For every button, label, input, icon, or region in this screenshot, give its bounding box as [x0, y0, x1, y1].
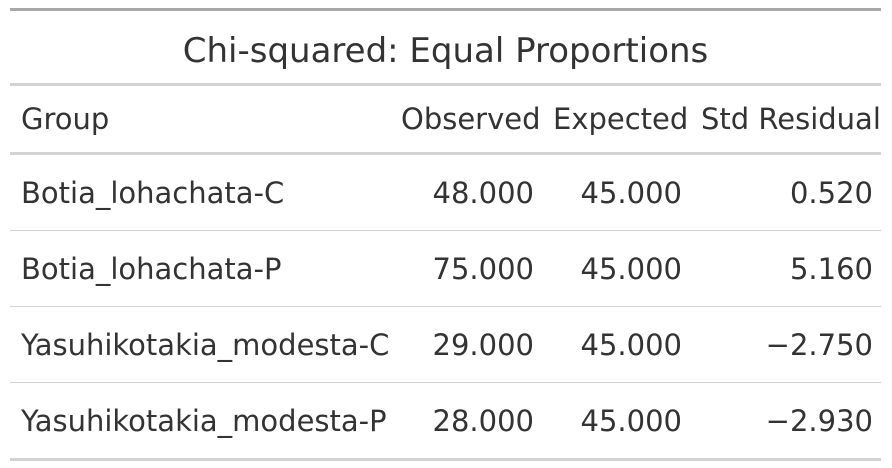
table-row: Yasuhikotakia_modesta-P 28.000 45.000 −2… — [10, 382, 881, 461]
header-row: Group Observed Expected Std Residual — [10, 86, 881, 155]
table-title: Chi-squared: Equal Proportions — [10, 11, 881, 86]
cell-expected: 45.000 — [542, 306, 690, 383]
cell-std-residual: 0.520 — [690, 153, 881, 231]
table-row: Yasuhikotakia_modesta-C 29.000 45.000 −2… — [10, 306, 881, 383]
cell-expected: 45.000 — [542, 153, 690, 231]
cell-std-residual: −2.930 — [690, 382, 881, 461]
cell-group: Botia_lohachata-C — [10, 153, 390, 231]
top-rule — [10, 8, 881, 11]
column-header-std-residual: Std Residual — [690, 86, 881, 155]
results-table: Group Observed Expected Std Residual Bot… — [10, 86, 881, 461]
cell-expected: 45.000 — [542, 230, 690, 307]
column-header-observed: Observed — [390, 86, 542, 155]
table-row: Botia_lohachata-P 75.000 45.000 5.160 — [10, 230, 881, 307]
chi-squared-table: Chi-squared: Equal Proportions Group Obs… — [10, 8, 881, 461]
cell-std-residual: 5.160 — [690, 230, 881, 307]
column-header-group: Group — [10, 86, 390, 155]
table-row: Botia_lohachata-C 48.000 45.000 0.520 — [10, 153, 881, 231]
column-header-expected: Expected — [542, 86, 690, 155]
cell-group: Yasuhikotakia_modesta-C — [10, 306, 390, 383]
cell-group: Botia_lohachata-P — [10, 230, 390, 307]
cell-observed: 48.000 — [390, 153, 542, 231]
cell-group: Yasuhikotakia_modesta-P — [10, 382, 390, 461]
cell-observed: 28.000 — [390, 382, 542, 461]
cell-expected: 45.000 — [542, 382, 690, 461]
cell-observed: 29.000 — [390, 306, 542, 383]
cell-observed: 75.000 — [390, 230, 542, 307]
cell-std-residual: −2.750 — [690, 306, 881, 383]
